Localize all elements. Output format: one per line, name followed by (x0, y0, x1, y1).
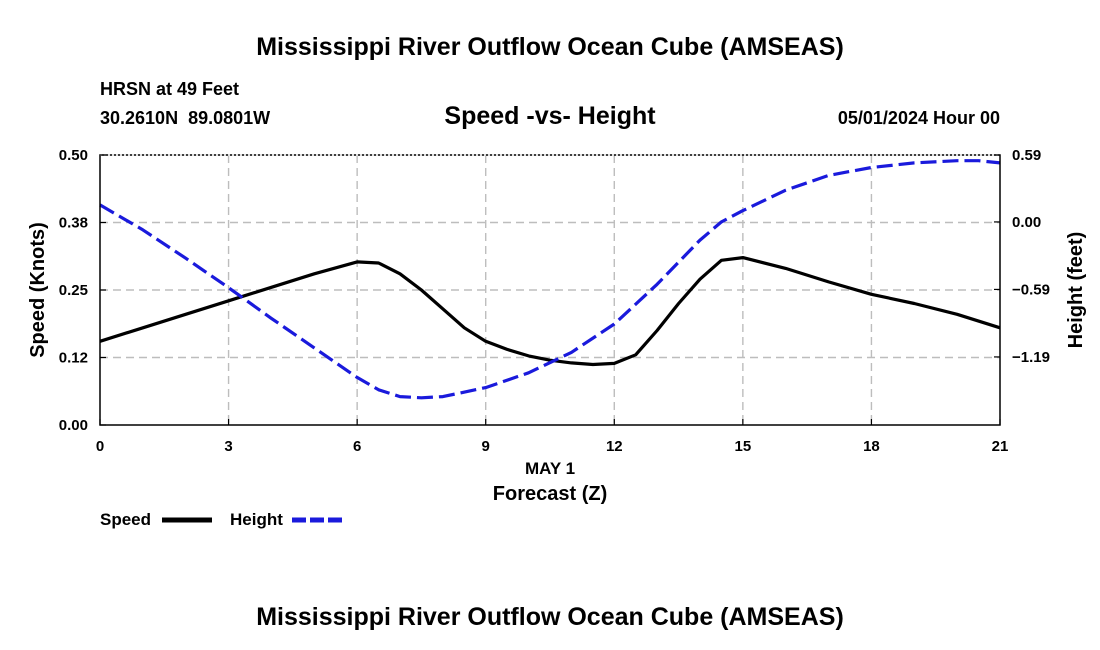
series-height-line (99, 159, 1001, 400)
y-left-tick-label: 0.38 (59, 215, 88, 232)
chart-subtitle: Speed -vs- Height (444, 102, 656, 130)
datetime-label: 05/01/2024 Hour 00 (838, 108, 1000, 128)
legend: Speed Height (100, 510, 342, 529)
x-tick-label: 0 (96, 438, 104, 455)
grid-lines (100, 155, 1000, 425)
x-tick-label: 21 (992, 438, 1009, 455)
x-tick-label: 6 (353, 438, 361, 455)
x-tick-label: 18 (863, 438, 880, 455)
location-label: 30.2610N 89.0801W (100, 108, 270, 128)
y-right-tick-label: −1.19 (1012, 349, 1050, 366)
series-speed-line (99, 256, 1001, 367)
x-axis-date-label: MAY 1 (525, 459, 575, 478)
station-label: HRSN at 49 Feet (100, 79, 239, 99)
y-left-tick-label: 0.00 (59, 417, 88, 434)
x-tick-label: 3 (224, 438, 232, 455)
y-right-axis-label: Height (feet) (1065, 232, 1087, 349)
x-tick-label: 9 (482, 438, 490, 455)
x-tick-label: 12 (606, 438, 623, 455)
y-left-tick-label: 0.50 (59, 147, 88, 164)
y-left-tick-label: 0.25 (59, 282, 88, 299)
y-right-tick-label: 0.00 (1012, 214, 1041, 231)
y-left-axis-label: Speed (Knots) (27, 222, 49, 358)
footer-title: Mississippi River Outflow Ocean Cube (AM… (256, 603, 844, 631)
axis-ticks: 0 3 6 9 12 15 18 21 0.00 0.12 0.25 0.38 0.50 −1.19 −0.… (59, 147, 1050, 455)
x-tick-label: 15 (735, 438, 752, 455)
y-left-tick-label: 0.12 (59, 350, 88, 367)
legend-height-label: Height (230, 510, 283, 529)
legend-speed-label: Speed (100, 510, 151, 529)
y-right-tick-label: −0.59 (1012, 281, 1050, 298)
x-axis-label: Forecast (Z) (493, 483, 607, 505)
series-layer (99, 159, 1001, 400)
y-right-tick-label: 0.59 (1012, 147, 1041, 164)
chart-title: Mississippi River Outflow Ocean Cube (AM… (256, 33, 844, 61)
